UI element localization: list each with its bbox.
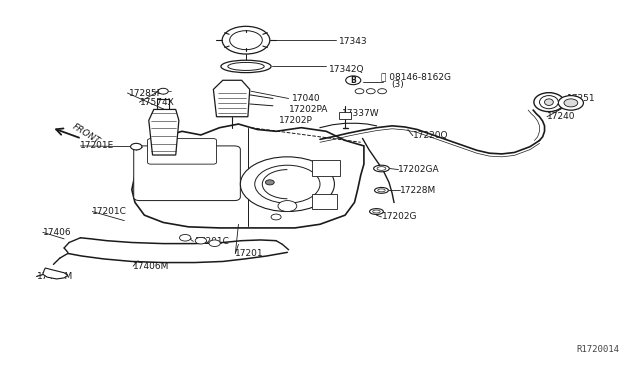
Circle shape: [158, 88, 168, 94]
Ellipse shape: [545, 99, 554, 105]
Circle shape: [209, 240, 220, 247]
Polygon shape: [213, 80, 250, 117]
Circle shape: [241, 157, 335, 212]
Ellipse shape: [540, 96, 558, 109]
Circle shape: [179, 234, 191, 241]
Text: 17406M: 17406M: [133, 262, 170, 271]
Circle shape: [564, 99, 578, 107]
Text: 17337W: 17337W: [342, 109, 380, 118]
Text: 17220Q: 17220Q: [413, 131, 449, 140]
Circle shape: [346, 76, 361, 85]
FancyBboxPatch shape: [312, 195, 337, 209]
Ellipse shape: [374, 187, 388, 193]
Text: 17251: 17251: [566, 94, 595, 103]
FancyBboxPatch shape: [339, 112, 351, 119]
Circle shape: [195, 237, 207, 244]
Circle shape: [278, 201, 297, 212]
Text: 17228M: 17228M: [400, 186, 436, 195]
Text: 17201C: 17201C: [92, 207, 127, 216]
Ellipse shape: [374, 165, 389, 172]
Circle shape: [355, 89, 364, 94]
Circle shape: [378, 89, 387, 94]
FancyBboxPatch shape: [134, 146, 241, 201]
Text: 17202P: 17202P: [279, 116, 313, 125]
Ellipse shape: [372, 210, 380, 213]
Text: Ⓑ 08146-8162G: Ⓑ 08146-8162G: [381, 72, 451, 81]
Polygon shape: [148, 109, 179, 155]
Circle shape: [266, 180, 274, 185]
Text: 17040: 17040: [292, 94, 321, 103]
FancyBboxPatch shape: [148, 139, 216, 164]
Text: 17202PA: 17202PA: [289, 105, 328, 114]
Circle shape: [367, 89, 375, 94]
Ellipse shape: [369, 209, 383, 214]
Circle shape: [222, 26, 270, 54]
Circle shape: [255, 165, 320, 203]
Text: (3): (3): [391, 80, 404, 89]
Text: 17427M: 17427M: [36, 272, 73, 281]
Text: 17343: 17343: [339, 38, 367, 46]
Text: FRONT: FRONT: [70, 122, 101, 146]
Ellipse shape: [378, 189, 385, 192]
Text: 17202G: 17202G: [381, 212, 417, 221]
Polygon shape: [132, 124, 364, 228]
Text: 17406: 17406: [43, 228, 72, 237]
Ellipse shape: [377, 167, 386, 170]
Text: 17342Q: 17342Q: [330, 65, 365, 74]
Ellipse shape: [534, 93, 564, 112]
Text: B: B: [350, 76, 356, 85]
Circle shape: [271, 214, 281, 220]
Text: 17201C: 17201C: [195, 237, 229, 246]
Circle shape: [558, 96, 584, 110]
FancyBboxPatch shape: [312, 160, 340, 176]
Text: 17201E: 17201E: [81, 141, 115, 150]
Text: 17202GA: 17202GA: [398, 165, 440, 174]
Text: R1720014: R1720014: [577, 346, 620, 355]
Text: 17240: 17240: [547, 112, 575, 121]
Text: 17285P: 17285P: [129, 89, 163, 97]
Ellipse shape: [221, 60, 271, 73]
Ellipse shape: [228, 62, 264, 70]
Text: 17201: 17201: [236, 249, 264, 258]
Polygon shape: [43, 268, 68, 279]
Text: 17574X: 17574X: [140, 98, 175, 107]
Circle shape: [230, 31, 262, 49]
Circle shape: [131, 143, 142, 150]
